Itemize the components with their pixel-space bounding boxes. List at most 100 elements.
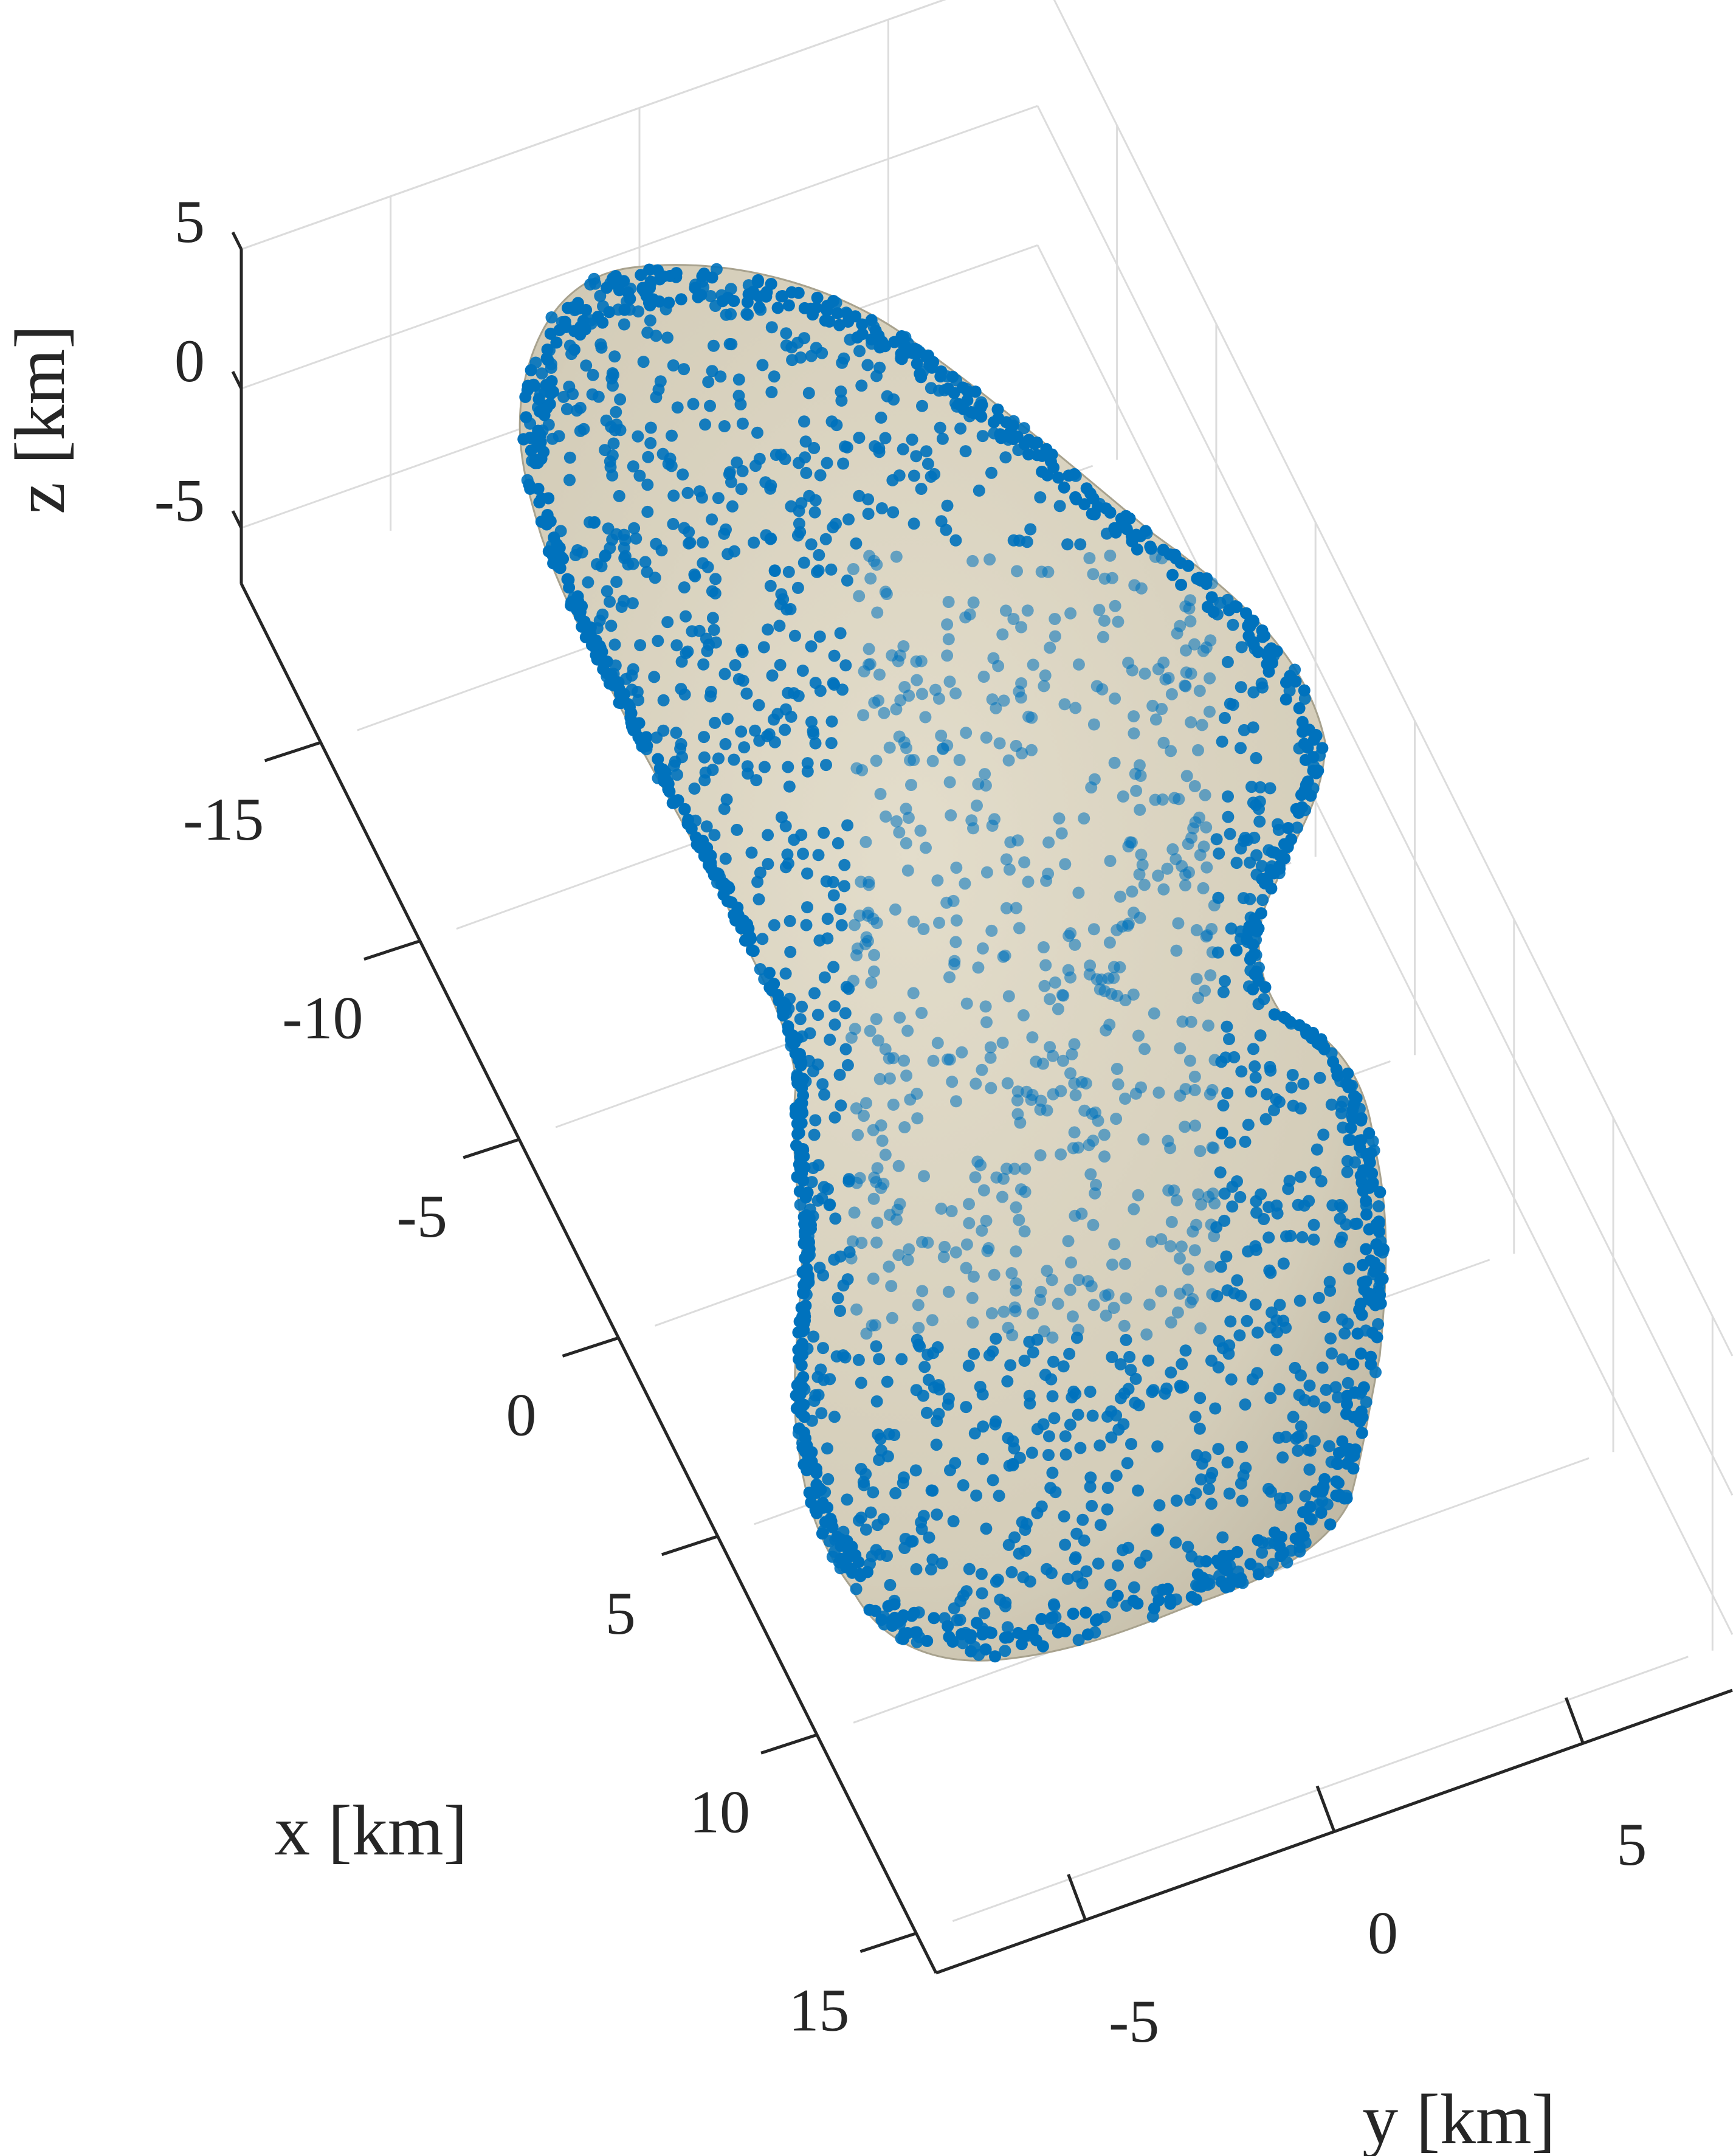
sample-point [675, 683, 687, 696]
sample-point [836, 356, 849, 369]
sample-point [856, 318, 869, 331]
sample-point [976, 942, 989, 955]
sample-point [1049, 613, 1061, 625]
sample-point [1355, 1146, 1368, 1159]
sample-point [1146, 1386, 1159, 1398]
sample-point [1190, 924, 1203, 936]
sample-point [1355, 1347, 1367, 1360]
sample-point [762, 858, 774, 870]
sample-point [1180, 770, 1193, 783]
sample-point [807, 1330, 820, 1343]
sample-point [1171, 1194, 1183, 1207]
sample-point [633, 469, 646, 482]
sample-point [1299, 1490, 1312, 1502]
sample-point [1292, 1445, 1304, 1457]
sample-point [1346, 1079, 1359, 1092]
sample-point [835, 385, 847, 398]
sample-point [704, 685, 717, 698]
sample-point [1104, 1578, 1117, 1591]
sample-point [949, 687, 962, 700]
sample-point [856, 328, 869, 340]
sample-point [610, 418, 623, 431]
sample-point [1285, 1017, 1298, 1030]
sample-point [894, 1617, 906, 1630]
sample-point [1352, 1409, 1365, 1422]
sample-point [904, 1093, 917, 1106]
sample-point [864, 1024, 877, 1037]
sample-point [596, 608, 609, 621]
sample-point [992, 660, 1005, 672]
sample-point [680, 610, 692, 623]
sample-point [745, 846, 758, 859]
sample-point [957, 1479, 970, 1491]
sample-point [1293, 742, 1306, 755]
sample-point [1214, 1166, 1227, 1179]
sample-point [604, 595, 616, 608]
sample-point [567, 388, 579, 400]
sample-point [1146, 1610, 1159, 1623]
sample-point [959, 1626, 972, 1639]
sample-point [1140, 1328, 1153, 1341]
sample-point [1357, 1184, 1369, 1197]
sample-point [1047, 1088, 1059, 1100]
sample-point [1208, 899, 1221, 911]
sample-point [933, 916, 945, 929]
sample-point [689, 814, 702, 827]
sample-point [1376, 1246, 1389, 1259]
sample-point [921, 457, 934, 470]
sample-point [801, 867, 813, 880]
sample-point [1100, 1309, 1112, 1322]
sample-point [1072, 1141, 1084, 1154]
sample-point [1062, 1235, 1075, 1248]
sample-point [1192, 744, 1204, 756]
sample-point [1089, 1626, 1101, 1639]
sample-point [888, 1429, 901, 1441]
sample-point [587, 368, 599, 381]
sample-point [1117, 790, 1129, 803]
sample-point [808, 1128, 821, 1141]
sample-point [1057, 1360, 1070, 1373]
sample-point [553, 430, 565, 443]
sample-point [809, 1114, 822, 1127]
sample-point [970, 1489, 983, 1502]
sample-point [768, 713, 780, 726]
sample-point [1017, 1009, 1030, 1021]
sample-point [990, 702, 1002, 714]
sample-point [1239, 832, 1252, 844]
sample-point [1356, 1259, 1369, 1271]
sample-point [1105, 1405, 1118, 1418]
sample-point [680, 647, 692, 660]
sample-point [695, 289, 708, 301]
sample-point [1174, 620, 1187, 632]
sample-point [830, 517, 842, 530]
sample-point [1242, 1118, 1255, 1131]
sample-point [1254, 781, 1267, 793]
sample-point [989, 1418, 1002, 1431]
sample-point [636, 740, 649, 753]
sample-point [811, 1194, 824, 1207]
sample-point [1368, 1144, 1380, 1157]
sample-point [1222, 790, 1234, 803]
sample-point [1242, 1245, 1255, 1258]
y-tick-mark [1067, 1873, 1087, 1921]
sample-point [807, 725, 819, 738]
sample-point [1371, 1331, 1383, 1344]
sample-point [1329, 1381, 1342, 1394]
sample-point [585, 317, 598, 330]
sample-point [873, 1353, 886, 1366]
sample-point [890, 550, 903, 563]
sample-point [916, 1285, 929, 1297]
sample-point [822, 299, 835, 312]
sample-point [988, 1268, 1001, 1281]
sample-point [1046, 1331, 1059, 1344]
sample-point [897, 640, 910, 652]
sample-point [1256, 1536, 1269, 1549]
sample-point [1024, 1397, 1036, 1410]
sample-point [545, 539, 558, 552]
sample-point [1007, 415, 1020, 427]
sample-point [708, 829, 721, 841]
x-tick-mark [661, 1535, 718, 1557]
sample-point [1179, 1121, 1191, 1133]
sample-point [897, 1471, 910, 1484]
sample-point [757, 641, 770, 654]
